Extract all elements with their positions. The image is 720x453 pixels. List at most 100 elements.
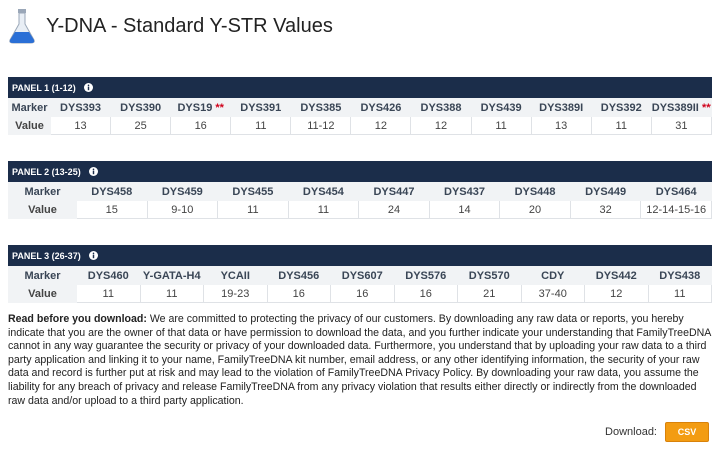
value-row: Value 15 9-10 11 11 24 14 20 32 12-14-15-16 — [8, 200, 712, 219]
row-label: Value — [8, 116, 51, 135]
marker-cell: DYS390 — [110, 98, 172, 117]
marker-cell: DYS439 — [470, 98, 532, 117]
marker-cell: DYS448 — [499, 182, 571, 201]
row-label: Value — [8, 284, 77, 303]
value-cell: 11 — [647, 284, 712, 303]
panel-title: PANEL 2 (13-25) — [12, 166, 81, 177]
value-cell: 12 — [584, 284, 649, 303]
value-cell: 11 — [139, 284, 204, 303]
marker-cell: DYS392 — [590, 98, 652, 117]
value-cell: 20 — [499, 200, 571, 219]
marker-cell: DYS389I — [530, 98, 592, 117]
panel-table: Marker DYS460 Y-GATA-H4 YCAII DYS456 DYS607 DY… — [8, 266, 712, 303]
marker-cell: DYS576 — [393, 266, 458, 285]
value-cell: 11 — [590, 116, 652, 135]
value-cell: 11 — [287, 200, 360, 219]
value-cell: 12 — [350, 116, 412, 135]
value-cell: 9-10 — [146, 200, 219, 219]
marker-cell: DYS393 — [49, 98, 112, 117]
value-cell: 16 — [330, 284, 395, 303]
marker-cell: DYS437 — [428, 182, 501, 201]
marker-name: DYS19 — [177, 101, 213, 114]
marker-cell: DYS391 — [230, 98, 292, 117]
panel-header: PANEL 1 (1-12) — [8, 77, 712, 98]
marker-cell: YCAII — [203, 266, 268, 285]
info-icon[interactable] — [88, 167, 98, 176]
marker-cell: DYS459 — [146, 182, 219, 201]
marker-cell: DYS570 — [457, 266, 522, 285]
row-label: Value — [8, 200, 77, 219]
value-cell: 12-14-15-16 — [640, 200, 712, 219]
download: Download: CSV — [605, 422, 709, 442]
marker-cell: DYS19 ** — [170, 98, 232, 117]
marker-cell: DYS385 — [290, 98, 352, 117]
value-cell: 11-12 — [290, 116, 352, 135]
value-cell: 11 — [76, 284, 141, 303]
marker-row: Marker DYS460 Y-GATA-H4 YCAII DYS456 DYS607 DY… — [8, 266, 712, 285]
row-label: Marker — [8, 266, 77, 285]
marker-cell: DYS449 — [569, 182, 642, 201]
value-cell: 11 — [470, 116, 532, 135]
panel-header: PANEL 3 (26-37) — [8, 245, 712, 266]
marker-cell: DYS454 — [287, 182, 360, 201]
value-cell: 32 — [569, 200, 642, 219]
marker-row: Marker DYS393 DYS390 DYS19 ** DYS391 DYS385 DY… — [8, 98, 713, 117]
info-icon[interactable] — [83, 83, 93, 92]
notice-text: We are committed to protecting the priva… — [8, 313, 711, 407]
marker-cell: DYS460 — [76, 266, 141, 285]
panel: PANEL 2 (13-25) Marker DYS458 DYS459 DYS455 D… — [8, 161, 712, 219]
notice-lead: Read before you download: — [8, 313, 147, 325]
flask-icon — [9, 9, 35, 44]
marker-cell: DYS426 — [350, 98, 412, 117]
value-cell: 16 — [393, 284, 458, 303]
marker-cell: DYS438 — [647, 266, 712, 285]
value-cell: 11 — [230, 116, 292, 135]
panel-title: PANEL 1 (1-12) — [12, 82, 76, 93]
value-cell: 37-40 — [520, 284, 585, 303]
value-cell: 16 — [170, 116, 232, 135]
value-cell: 19-23 — [203, 284, 268, 303]
value-cell: 13 — [530, 116, 592, 135]
marker-cell: DYS455 — [217, 182, 289, 201]
row-label: Marker — [8, 98, 51, 117]
marker-cell: DYS388 — [410, 98, 472, 117]
marker-cell: CDY — [520, 266, 585, 285]
download-label: Download: — [605, 426, 657, 438]
marker-note: *** — [701, 101, 711, 114]
panel-table: Marker DYS458 DYS459 DYS455 DYS454 DYS447 DYS4… — [8, 182, 712, 219]
panel-header: PANEL 2 (13-25) — [8, 161, 712, 182]
marker-cell: DYS389II *** — [650, 98, 713, 117]
csv-button[interactable]: CSV — [665, 422, 709, 442]
marker-cell: Y-GATA-H4 — [139, 266, 204, 285]
value-row: Value 11 11 19-23 16 16 16 21 37-40 12 11 — [8, 284, 712, 303]
marker-note: ** — [215, 101, 224, 114]
value-cell: 24 — [358, 200, 430, 219]
value-cell: 13 — [49, 116, 112, 135]
panel-table: Marker DYS393 DYS390 DYS19 ** DYS391 DYS385 DY… — [8, 98, 713, 135]
marker-cell: DYS447 — [358, 182, 430, 201]
value-cell: 14 — [428, 200, 501, 219]
panel: PANEL 3 (26-37) Marker DYS460 Y-GATA-H4 YCAI… — [8, 245, 712, 303]
panel-title: PANEL 3 (26-37) — [12, 250, 81, 261]
value-cell: 11 — [217, 200, 289, 219]
marker-cell: DYS458 — [76, 182, 148, 201]
value-cell: 31 — [650, 116, 713, 135]
marker-row: Marker DYS458 DYS459 DYS455 DYS454 DYS447 DYS4… — [8, 182, 712, 201]
info-icon[interactable] — [88, 251, 98, 260]
row-label: Marker — [8, 182, 77, 201]
marker-name: DYS389II — [651, 101, 699, 114]
marker-cell: DYS442 — [584, 266, 649, 285]
page-title: Y-DNA - Standard Y-STR Values — [46, 14, 333, 37]
value-row: Value 13 25 16 11 11-12 12 12 11 13 11 31 — [8, 116, 713, 135]
marker-cell: DYS607 — [330, 266, 395, 285]
value-cell: 16 — [266, 284, 331, 303]
marker-cell: DYS456 — [266, 266, 331, 285]
marker-cell: DYS464 — [640, 182, 712, 201]
value-cell: 12 — [410, 116, 472, 135]
notice: Read before you download: We are committ… — [8, 313, 712, 408]
title-row: Y-DNA - Standard Y-STR Values — [8, 8, 333, 44]
value-cell: 15 — [76, 200, 148, 219]
value-cell: 25 — [110, 116, 172, 135]
value-cell: 21 — [457, 284, 522, 303]
